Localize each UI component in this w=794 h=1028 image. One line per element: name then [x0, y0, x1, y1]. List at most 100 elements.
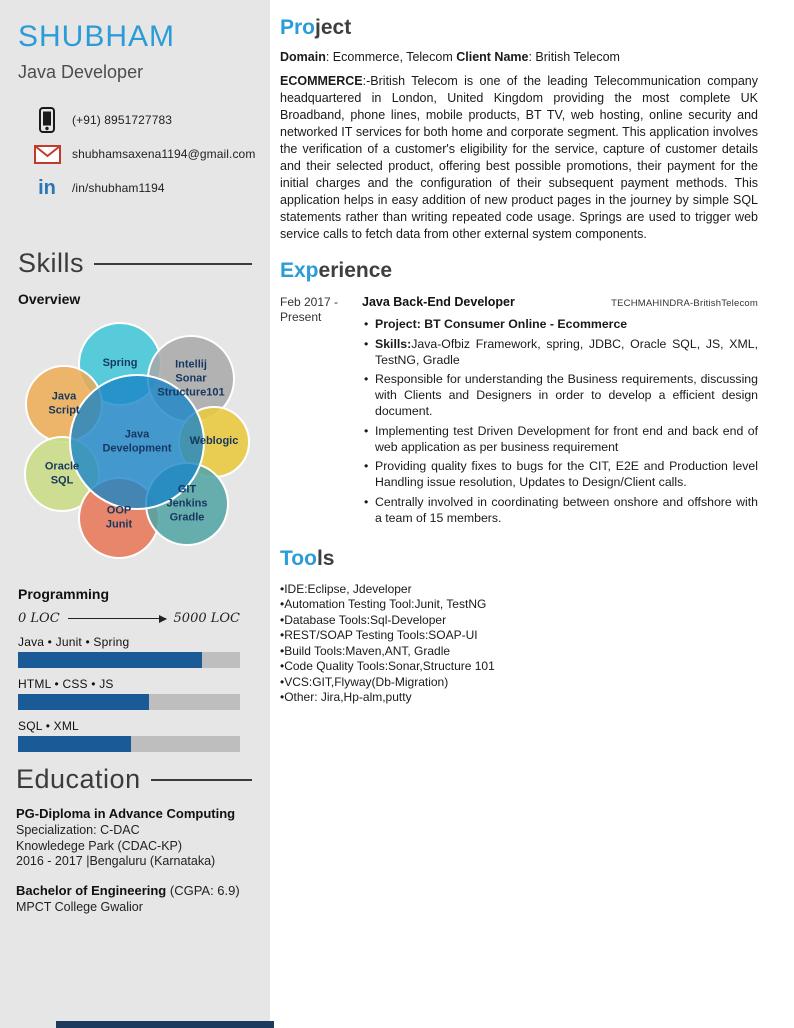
education-heading-row: Education — [16, 764, 252, 795]
linkedin-icon: in — [38, 177, 56, 199]
education-degree-line: PG-Diploma in Advance Computing — [16, 805, 252, 823]
tools-title: Tools — [280, 547, 758, 571]
education-title: Education — [16, 764, 141, 794]
tool-item: Automation Testing Tool:Junit, TestNG — [280, 597, 758, 613]
job-title: Java Back-End Developer — [362, 295, 515, 309]
education-item: Bachelor of Engineering (CGPA: 6.9) MPCT … — [16, 882, 252, 916]
date-end: Present — [280, 310, 322, 324]
skill-bubble-label: Weblogic — [189, 435, 239, 448]
skill-bubble-label: Spring — [102, 357, 138, 370]
bullet-text: Implementing test Driven Development for… — [375, 423, 758, 454]
date-start: Feb 2017 - — [280, 295, 339, 309]
project-title-rest: ject — [315, 16, 352, 39]
loc-scale-min: 0 LOC — [18, 611, 60, 626]
sidebar: SHUBHAM Java Developer (+91) 8951727783 s… — [0, 0, 270, 1028]
programming-bar-fill — [18, 652, 203, 668]
contact-text: shubhamsaxena1194@gmail.com — [72, 147, 256, 161]
education-list: PG-Diploma in Advance Computing Specializ… — [16, 805, 252, 915]
contact-text: (+91) 8951727783 — [72, 113, 173, 127]
experience-entry: Feb 2017 - Present Java Back-End Develop… — [280, 295, 758, 527]
experience-content: Java Back-End Developer TECHMAHINDRA-Bri… — [362, 295, 758, 527]
bullet-text: Providing quality fixes to bugs for the … — [375, 459, 758, 490]
programming-bars: Java • Junit • Spring HTML • CSS • JS SQL … — [18, 635, 240, 752]
experience-bullet: Project: BT Consumer Online - Ecommerce — [362, 317, 758, 333]
sidebar-header: SHUBHAM Java Developer (+91) 8951727783 s… — [18, 20, 270, 205]
tools-list: IDE:Eclipse, JdeveloperAutomation Testin… — [280, 582, 758, 706]
education-detail-line: Knowledege Park (CDAC-KP) — [16, 838, 183, 853]
project-description: ECOMMERCE:-British Telecom is one of the… — [280, 73, 758, 243]
programming-bar-fill — [18, 736, 132, 752]
project-title: Project — [280, 16, 758, 40]
contact-row: (+91) 8951727783 — [18, 103, 270, 137]
programming-bar-label: HTML • CSS • JS — [18, 677, 114, 691]
experience-dates: Feb 2017 - Present — [280, 295, 362, 527]
experience-bullet: Providing quality fixes to bugs for the … — [362, 459, 758, 491]
education-detail-line: MPCT College Gwalior — [16, 899, 143, 914]
candidate-name: SHUBHAM — [18, 20, 176, 53]
contact-row: in/in/shubham1194 — [18, 171, 270, 205]
arrow-right-icon — [67, 614, 167, 623]
education-degree-suffix: (CGPA: 6.9) — [166, 882, 240, 898]
company-name: TECHMAHINDRA-BritishTelecom — [611, 298, 758, 309]
skill-bubble-label: Java Development — [102, 428, 172, 454]
domain-value: : Ecommerce, Telecom — [325, 50, 457, 64]
main-column: Project Domain: Ecommerce, Telecom Clien… — [270, 0, 794, 1028]
education-detail-line: Specialization: C-DAC — [16, 823, 140, 837]
skill-bubble-label: GIT Jenkins Gradle — [166, 483, 208, 523]
experience-bullet: Implementing test Driven Development for… — [362, 424, 758, 456]
skills-bubble-chart: Spring Intellij Sonar Structure101 Java Scrip… — [0, 322, 270, 580]
contact-row: shubhamsaxena1194@gmail.com — [18, 137, 270, 171]
experience-title-rest: erience — [318, 259, 393, 282]
programming-bar-track — [18, 694, 240, 710]
tools-title-accent: Too — [280, 546, 317, 570]
tool-item: Code Quality Tools:Sonar,Structure 101 — [280, 659, 758, 675]
tool-item: REST/SOAP Testing Tools:SOAP-UI — [280, 628, 758, 644]
tool-item: Database Tools:Sql-Developer — [280, 613, 758, 629]
programming-bar-group: HTML • CSS • JS — [18, 677, 240, 710]
programming-bar-group: SQL • XML — [18, 719, 240, 752]
bullet-text: Java-Ofbiz Framework, spring, JDBC, Orac… — [375, 336, 758, 367]
loc-scale: 0 LOC 5000 LOC — [18, 611, 240, 626]
programming-title: Programming — [18, 586, 110, 602]
skills-title: Skills — [18, 248, 85, 278]
heading-rule — [94, 262, 252, 265]
skills-subtitle: Overview — [18, 291, 81, 307]
experience-bullet: Centrally involved in coordinating betwe… — [362, 495, 758, 527]
programming-bar-label: Java • Junit • Spring — [18, 635, 130, 649]
experience-role-row: Java Back-End Developer TECHMAHINDRA-Bri… — [362, 295, 758, 309]
client-value: : British Telecom — [528, 50, 620, 64]
project-description-lead: ECOMMERCE — [280, 74, 363, 88]
skill-bubble-label: OOP Junit — [105, 504, 133, 530]
experience-title-accent: Exp — [280, 259, 319, 282]
bullet-text: Centrally involved in coordinating betwe… — [375, 494, 758, 525]
project-description-body: :-British Telecom is one of the leading … — [280, 74, 758, 241]
project-meta: Domain: Ecommerce, Telecom Client Name: … — [280, 50, 758, 64]
project-section: Project Domain: Ecommerce, Telecom Clien… — [280, 16, 758, 243]
heading-rule — [150, 778, 252, 781]
education-degree-line: Bachelor of Engineering (CGPA: 6.9) — [16, 882, 252, 900]
phone-icon — [32, 107, 62, 133]
programming-bar-fill — [18, 694, 149, 710]
domain-label: Domain — [280, 50, 326, 64]
skills-heading-row: Skills — [18, 248, 252, 279]
skills-section: Skills Overview Spring Intellij Sonar Struc… — [18, 248, 252, 559]
education-degree: PG-Diploma in Advance Computing — [16, 806, 236, 821]
programming-bar-track — [18, 652, 240, 668]
experience-bullet: Skills:Java-Ofbiz Framework, spring, JDB… — [362, 337, 758, 369]
skill-bubble-center — [69, 374, 205, 510]
client-label: Client Name — [456, 50, 529, 64]
tools-title-rest: ls — [316, 546, 335, 570]
email-icon — [32, 144, 62, 164]
tool-item: VCS:GIT,Flyway(Db-Migration) — [280, 675, 758, 691]
contact-text: /in/shubham1194 — [72, 181, 165, 195]
skill-bubble-label: Oracle SQL — [44, 460, 80, 486]
education-section: Education PG-Diploma in Advance Computin… — [16, 764, 252, 915]
programming-bar-label: SQL • XML — [18, 719, 79, 733]
experience-title: Experience — [280, 259, 758, 283]
loc-scale-max: 5000 LOC — [173, 611, 240, 626]
next-page-edge — [56, 1021, 274, 1028]
programming-section: Programming 0 LOC 5000 LOC Java • Junit … — [18, 586, 240, 752]
skill-bubble-label: Java Script — [48, 390, 80, 416]
contact-list: (+91) 8951727783 shubhamsaxena1194@gmail.… — [18, 103, 270, 205]
